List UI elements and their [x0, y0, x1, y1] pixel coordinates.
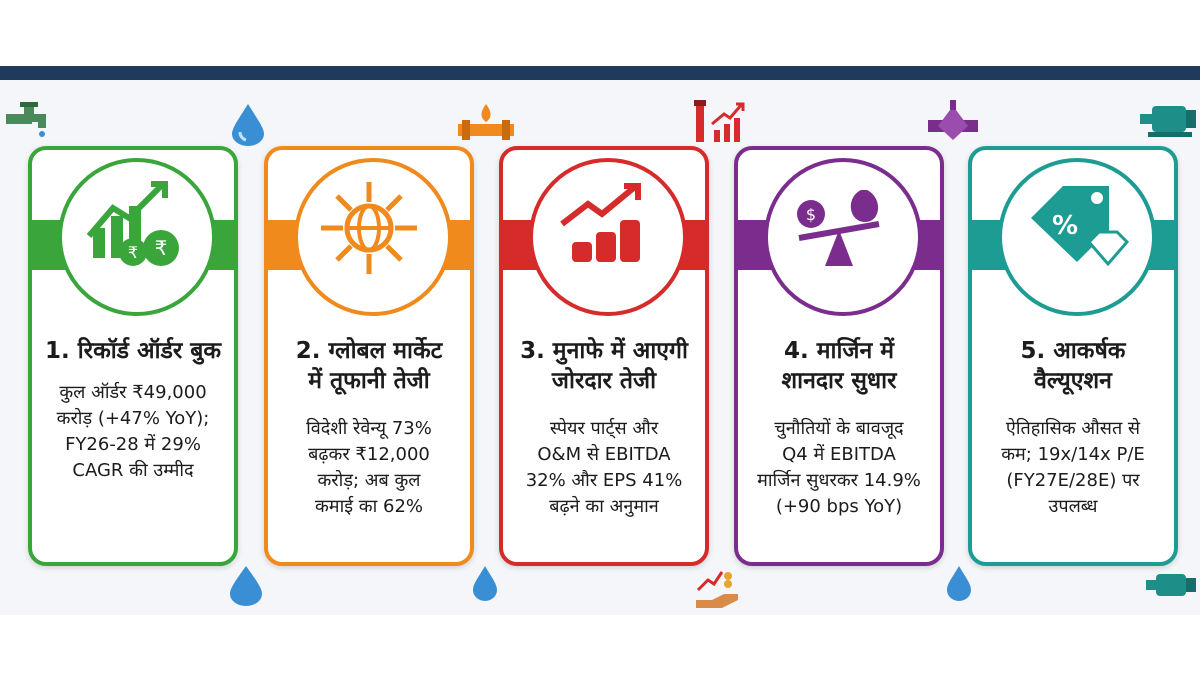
water-drop-icon: [473, 566, 497, 601]
card-description-line: कमाई का 62%: [314, 496, 424, 517]
card-description-line: बढ़कर ₹12,000: [308, 444, 430, 465]
card-title-line: 3. मुनाफे में आएगी: [520, 338, 688, 364]
feature-card-1: ₹ ₹1. रिकॉर्ड ऑर्डर बुक कुल ऑर्डर ₹49,000…: [28, 146, 238, 566]
card-description-line: (+90 bps YoY): [775, 496, 903, 517]
valve-icon: [928, 100, 978, 140]
card-title-line: जोरदार तेजी: [551, 368, 657, 394]
card-description-line: O&M से EBITDA: [537, 444, 671, 465]
card-title: 4. मार्जिन में शानदार सुधार: [744, 336, 934, 396]
card-title: 1. रिकॉर्ड ऑर्डर बुक: [38, 336, 228, 366]
svg-text:$: $: [806, 205, 816, 224]
card-title-line: 1. रिकॉर्ड ऑर्डर बुक: [44, 338, 222, 364]
globe-arrows-icon: [321, 182, 417, 274]
card-description: विदेशी रेवेन्यू 73% बढ़कर ₹12,000 करोड़; अ…: [278, 416, 460, 520]
card-description: कुल ऑर्डर ₹49,000 करोड़ (+47% YoY); FY26-2…: [42, 380, 224, 484]
pump-motor-icon: [1146, 574, 1196, 596]
card-title: 2. ग्लोबल मार्केट में तूफानी तेजी: [274, 336, 464, 396]
water-drop-icon: [230, 566, 262, 606]
card-description-line: कुल ऑर्डर ₹49,000: [59, 382, 207, 403]
card-description-line: ऐतिहासिक औसत से: [1005, 418, 1141, 439]
profit-coins-arrow-icon: [560, 183, 641, 262]
card-description-line: करोड़ (+47% YoY);: [56, 408, 210, 429]
pump-motor-icon: [1140, 106, 1196, 137]
pipe-flame-icon: [458, 104, 514, 140]
svg-text:₹: ₹: [128, 243, 138, 262]
card-title-line: 4. मार्जिन में: [783, 338, 894, 364]
card-description-line: Q4 में EBITDA: [782, 444, 896, 465]
growth-chart-rupee-coins-icon: ₹ ₹: [86, 181, 179, 266]
top-banner-bar: [0, 66, 1200, 80]
card-title-line: 5. आकर्षक: [1020, 338, 1126, 364]
card-title: 3. मुनाफे में आएगी जोरदार तेजी: [509, 336, 699, 396]
svg-text:%: %: [1052, 211, 1078, 241]
pipe-growth-chart-icon: [694, 100, 745, 142]
card-description-line: चुनौतियों के बावजूद: [774, 418, 904, 439]
card-description-line: 32% और EPS 41%: [525, 470, 683, 491]
card-description: स्पेयर पार्ट्स और O&M से EBITDA 32% और EPS…: [513, 416, 695, 520]
card-description-line: स्पेयर पार्ट्स और: [549, 418, 659, 439]
card-description-line: विदेशी रेवेन्यू 73%: [306, 418, 432, 439]
card-title-line: वैल्यूएशन: [1034, 368, 1112, 394]
card-title-line: में तूफानी तेजी: [308, 368, 430, 394]
svg-text:₹: ₹: [155, 236, 168, 260]
feature-card-3: 3. मुनाफे में आएगी जोरदार तेजी स्पेयर पार्…: [499, 146, 709, 566]
card-description: चुनौतियों के बावजूद Q4 में EBITDA मार्जिन …: [748, 416, 930, 520]
discount-tag-diamond-icon: %: [1031, 186, 1130, 267]
feature-card-5: % 5. आकर्षक वैल्यूएशन ऐतिहासिक औसत से कम; 1…: [968, 146, 1178, 566]
card-description-line: CAGR की उम्मीद: [72, 460, 194, 481]
card-description-line: FY26-28 में 29%: [65, 434, 201, 455]
hand-coins-chart-icon: [696, 571, 738, 608]
card-description-line: बढ़ने का अनुमान: [549, 496, 659, 517]
card-icon-circle: [294, 158, 452, 316]
card-title-line: शानदार सुधार: [781, 368, 897, 394]
card-icon-circle: [764, 158, 922, 316]
feature-card-4: $4. मार्जिन में शानदार सुधार चुनौतियों के …: [734, 146, 944, 566]
water-drop-icon: [232, 104, 264, 146]
card-description-line: करोड़; अब कुल: [317, 470, 421, 491]
water-drop-icon: [947, 566, 971, 601]
card-description-line: (FY27E/28E) पर: [1006, 470, 1140, 491]
card-description-line: मार्जिन सुधरकर 14.9%: [757, 470, 921, 491]
card-title: 5. आकर्षक वैल्यूएशन: [978, 336, 1168, 396]
card-description-line: उपलब्ध: [1048, 496, 1098, 517]
feature-card-2: 2. ग्लोबल मार्केट में तूफानी तेजी विदेशी र…: [264, 146, 474, 566]
card-description: ऐतिहासिक औसत से कम; 19x/14x P/E (FY27E/28E…: [982, 416, 1164, 520]
water-tap-icon: [6, 102, 46, 137]
card-description-line: कम; 19x/14x P/E: [1001, 444, 1145, 465]
balance-scale-money-icon: $: [797, 190, 880, 266]
card-title-line: 2. ग्लोबल मार्केट: [295, 338, 443, 364]
